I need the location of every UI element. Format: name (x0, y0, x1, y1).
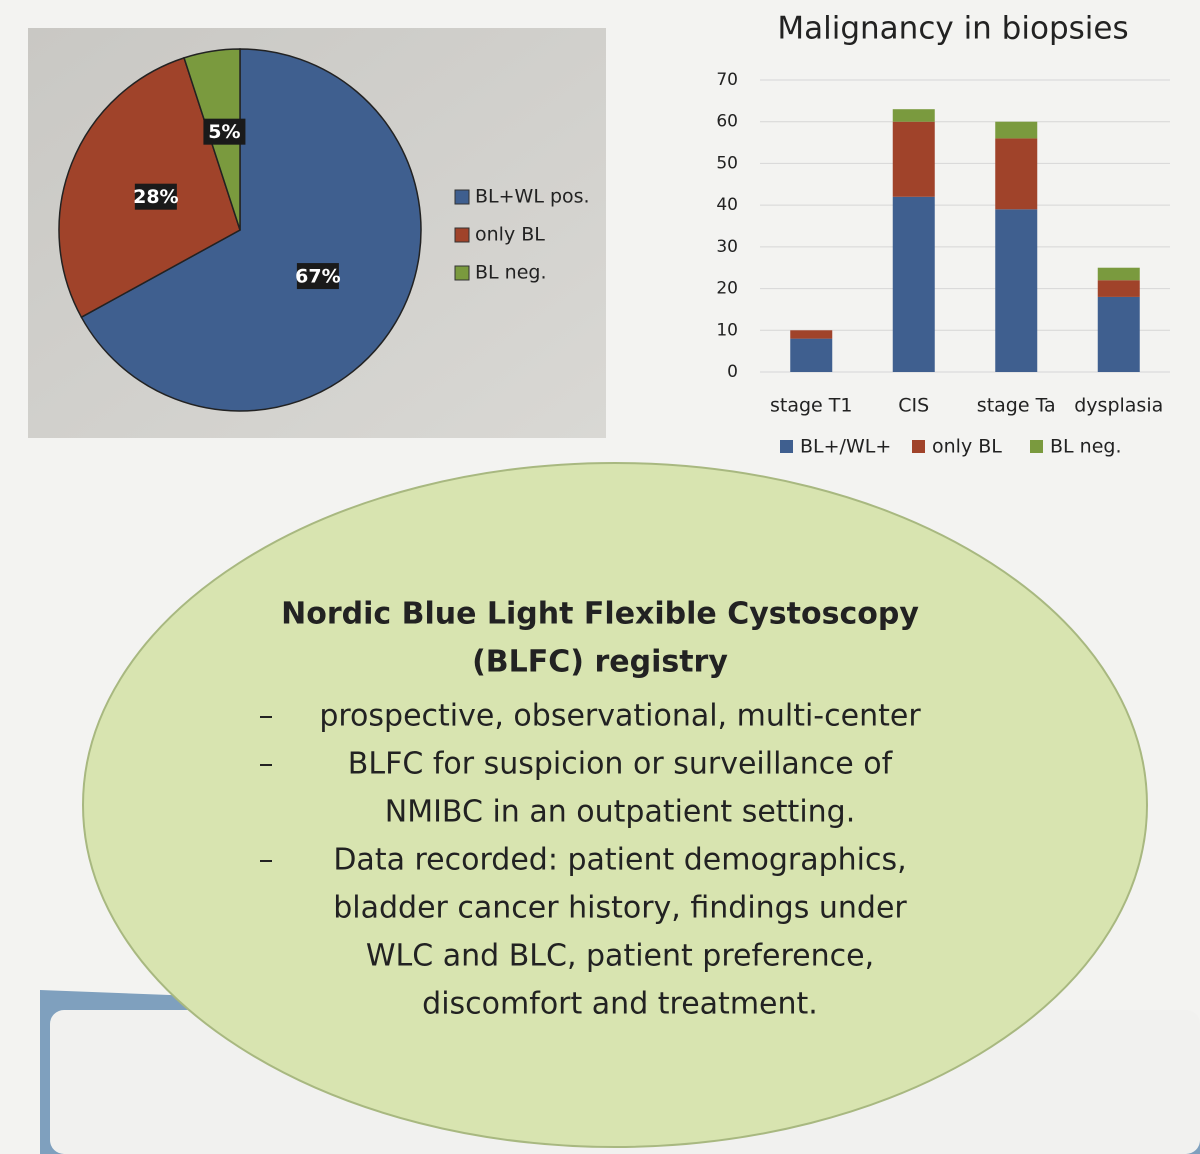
bar-segment (790, 330, 833, 339)
bullet-text: Data recorded: patient demographics, (333, 843, 906, 878)
bullet-text: WLC and BLC, patient preference, (366, 939, 874, 974)
y-tick-label: 40 (716, 195, 738, 215)
x-tick-label: stage Ta (977, 395, 1056, 417)
data-label-box (134, 183, 177, 210)
bullet-text: NMIBC in an outpatient setting. (385, 795, 856, 830)
bullet-text: bladder cancer history, findings under (333, 891, 907, 926)
legend-label: BL neg. (475, 262, 547, 284)
legend-swatch (454, 227, 470, 243)
y-tick-label: 10 (716, 320, 738, 340)
x-tick-label: CIS (898, 395, 929, 417)
legend-swatch (912, 440, 925, 453)
data-label: 5% (208, 121, 240, 143)
data-label: 28% (133, 186, 178, 208)
y-tick-label: 30 (716, 237, 738, 257)
bullet-text: prospective, observational, multi-center (319, 699, 921, 734)
bar-segment (1097, 280, 1140, 297)
legend-swatch (1030, 440, 1043, 453)
panel-title: Nordic Blue Light Flexible Cystoscopy (281, 597, 919, 632)
bullet-text: discomfort and treatment. (422, 987, 818, 1022)
bar-segment (892, 196, 935, 372)
legend-label: only BL (932, 436, 1002, 458)
panel-title: (BLFC) registry (472, 645, 728, 680)
info-ellipse (82, 462, 1148, 1148)
x-tick-label: dysplasia (1074, 395, 1163, 417)
legend-label: only BL (475, 224, 545, 246)
bar-segment (995, 209, 1038, 372)
chart-title: Malignancy in biopsies (777, 11, 1128, 47)
legend-label: BL+/WL+ (800, 436, 891, 458)
x-tick-label: stage T1 (770, 395, 852, 417)
bar-segment (995, 121, 1038, 139)
data-label: 67% (295, 266, 340, 288)
y-tick-label: 0 (727, 362, 738, 382)
y-tick-label: 70 (716, 70, 738, 90)
legend-swatch (780, 440, 793, 453)
legend-label: BL+WL pos. (475, 186, 590, 208)
data-label-box (296, 263, 339, 290)
bullet-text: BLFC for suspicion or surveillance of (348, 747, 894, 782)
bar-segment (1097, 267, 1140, 281)
bar-segment (1097, 296, 1140, 372)
y-tick-label: 50 (716, 153, 738, 173)
pie-slice (80, 48, 422, 412)
legend-swatch (454, 189, 470, 205)
data-label-box (203, 118, 246, 145)
bar-segment (892, 121, 935, 197)
legend-swatch (454, 265, 470, 281)
bar-segment (790, 338, 833, 372)
y-tick-label: 60 (716, 112, 738, 132)
bar-segment (892, 109, 935, 122)
legend-label: BL neg. (1050, 436, 1122, 458)
y-tick-label: 20 (716, 279, 738, 299)
bar-segment (995, 138, 1038, 210)
